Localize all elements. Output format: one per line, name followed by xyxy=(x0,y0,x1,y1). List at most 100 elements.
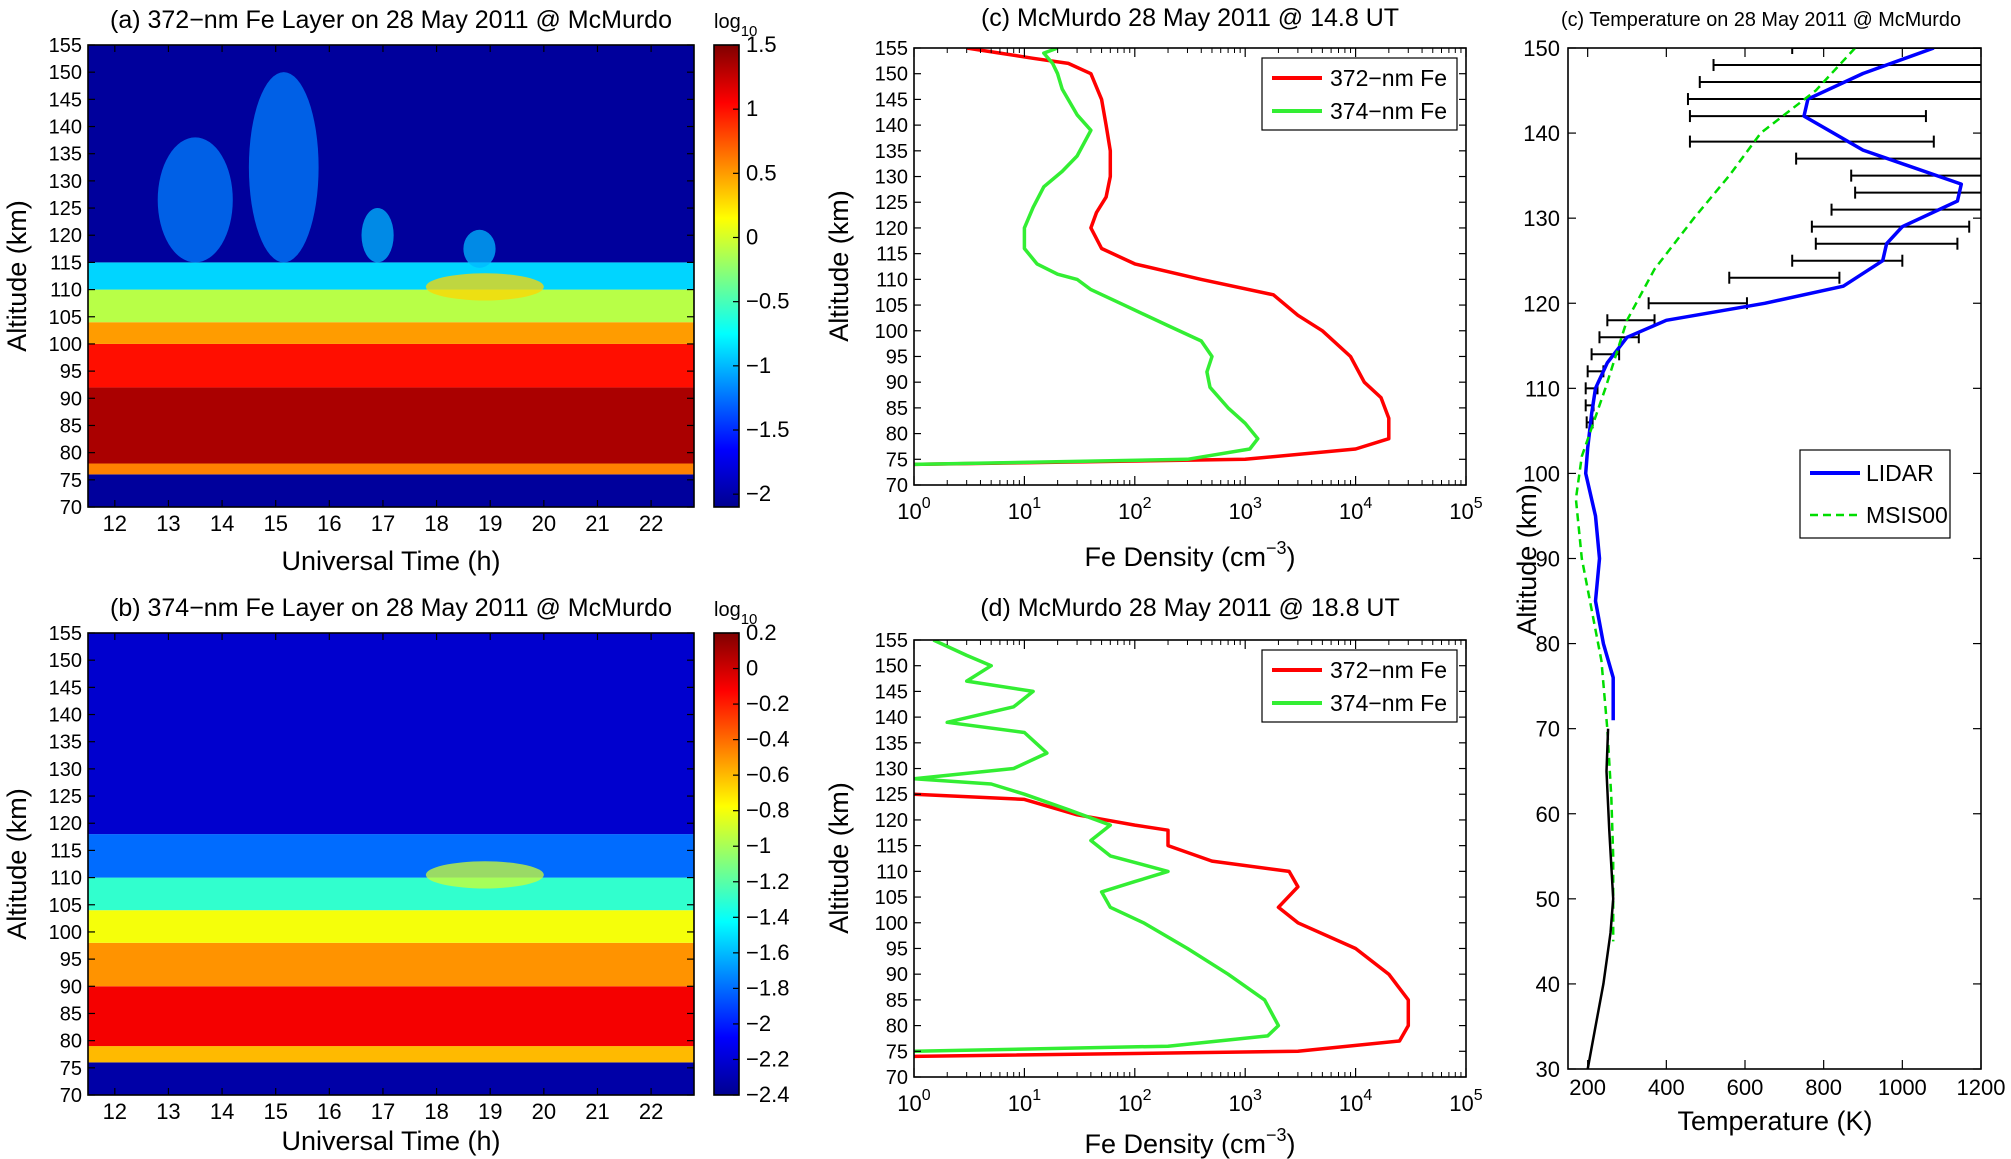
y-tick-label: 90 xyxy=(60,388,82,410)
x-tick-base: 10 xyxy=(1229,1091,1253,1116)
heat-feature-4 xyxy=(425,273,544,301)
panel-a-heatmap-image xyxy=(88,45,694,507)
y-tick-label: 50 xyxy=(1536,887,1560,912)
cbar-tick-label: 0.2 xyxy=(746,620,777,645)
panel-a-heatmap: (a) 372−nm Fe Layer on 28 May 2011 @ McM… xyxy=(2,6,789,576)
y-tick-label: 140 xyxy=(875,707,908,729)
panel-e-lines xyxy=(1574,48,1964,1069)
y-tick-label: 120 xyxy=(875,810,908,832)
y-tick-label: 70 xyxy=(60,1085,82,1107)
panel-c-ylabel: Altitude (km) xyxy=(824,190,854,342)
x-tick-label: 20 xyxy=(532,511,556,536)
y-tick-label: 150 xyxy=(875,64,908,86)
panel-a-colorbar-label-base: log xyxy=(714,11,741,33)
heat-band-3 xyxy=(88,343,694,388)
x-tick-label: 17 xyxy=(371,1099,395,1124)
y-tick-label: 145 xyxy=(49,89,82,111)
heat-band-5 xyxy=(88,877,694,911)
x-tick-base: 10 xyxy=(1118,1091,1142,1116)
x-tick-label: 100 xyxy=(897,1087,930,1116)
cbar-tick-label: −1.8 xyxy=(746,975,789,1000)
y-tick-label: 85 xyxy=(886,990,908,1012)
cbar-tick-label: −0.6 xyxy=(746,762,789,787)
y-tick-label: 120 xyxy=(875,218,908,240)
temperature-line-1 xyxy=(1574,48,1857,942)
panel-b-colorbar-label-sub: 10 xyxy=(741,611,758,628)
series-line-1 xyxy=(914,48,1260,467)
heat-band-6 xyxy=(88,262,694,290)
y-tick-label: 135 xyxy=(49,144,82,166)
panel-b-ylabel: Altitude (km) xyxy=(2,788,32,940)
heat-feature-3 xyxy=(463,229,496,268)
panel-e-legend-box xyxy=(1799,449,1951,539)
panel-d-legend-box xyxy=(1261,649,1458,723)
heat-band-4 xyxy=(88,910,694,943)
panel-c-frame xyxy=(913,47,1467,486)
y-tick-label: 110 xyxy=(876,861,908,883)
y-tick-label: 110 xyxy=(50,280,82,302)
x-tick-label: 101 xyxy=(1008,1087,1041,1116)
y-tick-label: 95 xyxy=(886,346,908,368)
panel-e-temperature: (c) Temperature on 28 May 2011 @ McMurdo… xyxy=(1512,9,2006,1136)
y-tick-label: 150 xyxy=(49,62,82,84)
x-tick-base: 10 xyxy=(1449,499,1473,524)
x-tick-label: 1200 xyxy=(1957,1075,2006,1100)
y-tick-label: 155 xyxy=(875,38,908,60)
y-tick-label: 70 xyxy=(1536,717,1560,742)
cbar-tick-label: 0 xyxy=(746,225,758,250)
y-tick-label: 70 xyxy=(60,497,82,519)
y-tick-label: 130 xyxy=(875,167,908,189)
x-tick-label: 22 xyxy=(639,511,663,536)
y-tick-label: 80 xyxy=(60,443,82,465)
heat-feature-1 xyxy=(248,72,319,263)
x-tick-label: 104 xyxy=(1339,1087,1372,1116)
panel-d-title: (d) McMurdo 28 May 2011 @ 18.8 UT xyxy=(980,594,1400,622)
y-tick-label: 125 xyxy=(49,198,82,220)
heat-feature-0 xyxy=(157,137,233,263)
panel-b-title: (b) 374−nm Fe Layer on 28 May 2011 @ McM… xyxy=(110,594,672,622)
y-tick-label: 115 xyxy=(50,840,82,862)
x-tick-label: 21 xyxy=(585,1099,609,1124)
y-tick-label: 130 xyxy=(1523,206,1560,231)
y-tick-label: 145 xyxy=(875,681,908,703)
y-tick-label: 140 xyxy=(49,705,82,727)
cbar-tick-label: −0.8 xyxy=(746,798,789,823)
x-tick-label: 101 xyxy=(1008,495,1041,524)
heat-feature-2 xyxy=(361,208,394,263)
y-tick-label: 100 xyxy=(875,913,908,935)
panel-a-ylabel: Altitude (km) xyxy=(2,200,32,352)
panel-d-legend: 372−nm Fe 374−nm Fe xyxy=(1261,649,1458,723)
cbar-tick-label: −2 xyxy=(746,481,771,506)
y-tick-label: 145 xyxy=(49,677,82,699)
x-tick-label: 102 xyxy=(1118,495,1151,524)
x-tick-label: 14 xyxy=(210,511,234,536)
panel-e-title: (c) Temperature on 28 May 2011 @ McMurdo xyxy=(1561,9,1961,31)
y-tick-label: 70 xyxy=(886,475,908,497)
x-tick-label: 13 xyxy=(156,511,180,536)
panel-c-xlabel-sup: −3 xyxy=(1266,538,1287,558)
x-tick-label: 13 xyxy=(156,1099,180,1124)
panel-c-legend: 372−nm Fe 374−nm Fe xyxy=(1261,57,1458,131)
panel-c-legend-box xyxy=(1261,57,1458,131)
panel-a-ticks: 12 13 14 15 16 17 18 19 20 21 22 70 75 80 85 90 95 100 105… xyxy=(49,35,694,536)
x-tick-exp: 2 xyxy=(1143,495,1152,512)
cbar-tick-label: 1 xyxy=(746,96,758,121)
y-tick-label: 90 xyxy=(1536,547,1560,572)
heat-band-2 xyxy=(88,387,694,464)
y-tick-label: 110 xyxy=(876,269,908,291)
y-tick-label: 110 xyxy=(50,868,82,890)
cbar-tick-label: −1 xyxy=(746,353,771,378)
panel-a-xlabel: Universal Time (h) xyxy=(281,546,500,576)
x-tick-label: 103 xyxy=(1229,495,1262,524)
y-tick-label: 90 xyxy=(60,976,82,998)
panel-d-legend-372: 372−nm Fe xyxy=(1330,657,1447,683)
heat-band-4 xyxy=(88,322,694,344)
x-tick-label: 103 xyxy=(1229,1087,1262,1116)
panel-c-xlabel: Fe Density (cm−3) xyxy=(1084,538,1295,572)
panel-b-ticks: 12 13 14 15 16 17 18 19 20 21 22 70 75 80 85 90 95 100 105… xyxy=(49,623,694,1124)
cbar-tick-label: −1.4 xyxy=(746,904,789,929)
panel-d-legend-374: 374−nm Fe xyxy=(1330,690,1447,716)
heat-feature-0 xyxy=(425,861,544,889)
x-tick-label: 20 xyxy=(532,1099,556,1124)
